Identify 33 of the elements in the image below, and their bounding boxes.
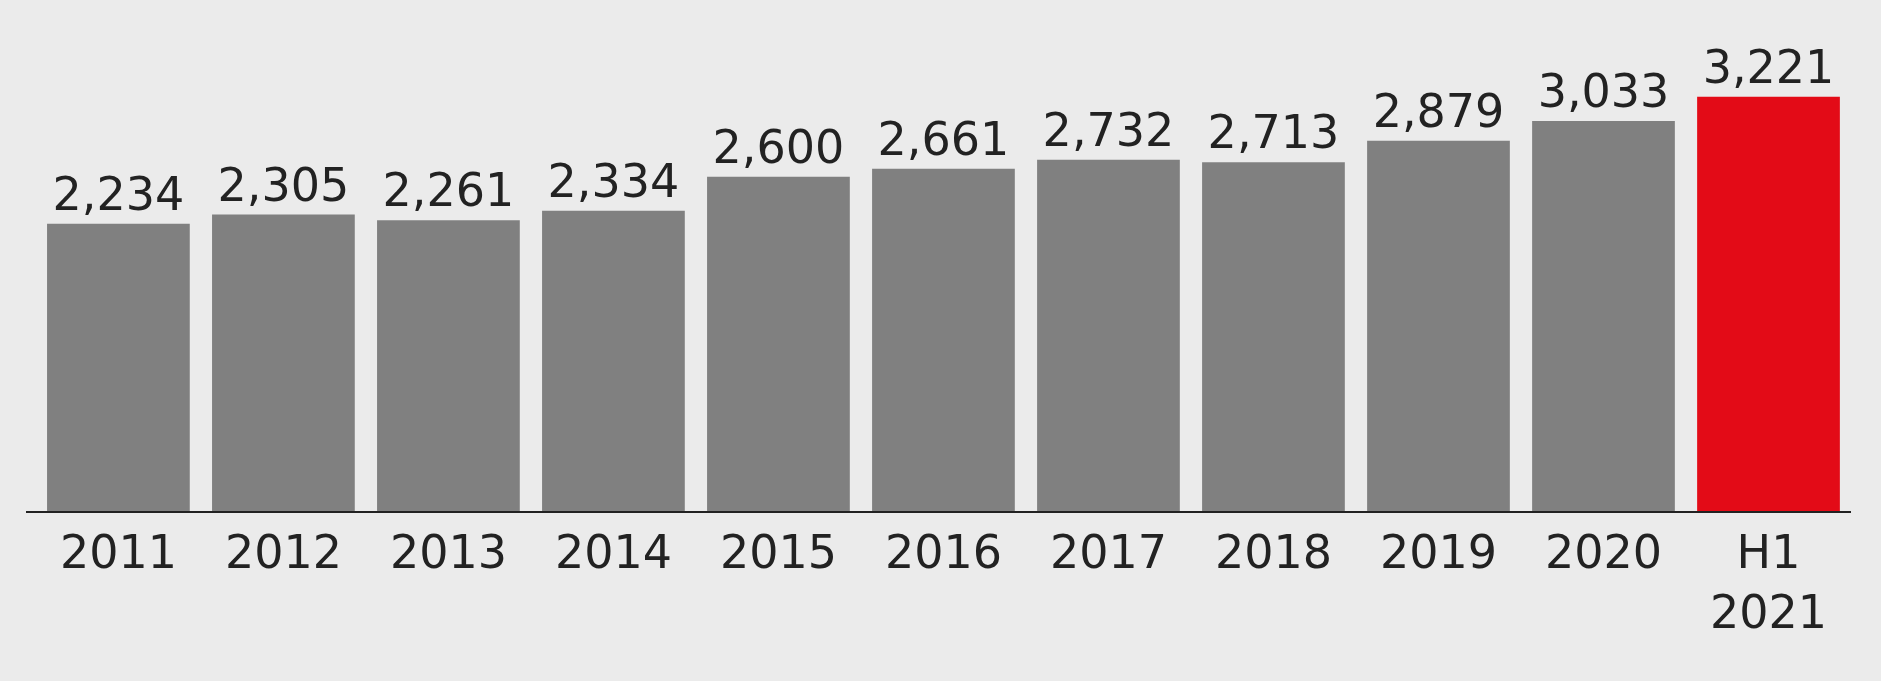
x-tick-label: 2016 — [884, 525, 1002, 580]
data-label: 2,879 — [1372, 83, 1505, 138]
x-tick-label: 2020 — [1544, 525, 1663, 580]
bar — [1202, 162, 1345, 511]
data-label: 2,334 — [547, 153, 680, 208]
bar — [707, 176, 850, 511]
bar — [212, 214, 355, 511]
data-label: 3,033 — [1537, 63, 1670, 118]
x-tick-label: 2014 — [554, 525, 672, 580]
data-label: 2,713 — [1207, 105, 1340, 160]
bar — [872, 168, 1015, 511]
x-tick-label: 2018 — [1214, 525, 1333, 580]
data-label: 2,305 — [217, 157, 350, 212]
bar — [1532, 120, 1675, 511]
bar — [377, 220, 520, 511]
bar — [47, 223, 190, 511]
data-label: 2,600 — [712, 119, 845, 174]
bar — [1697, 96, 1840, 511]
bar — [542, 210, 685, 511]
x-tick-label: 2017 — [1049, 525, 1167, 580]
bar — [1037, 159, 1180, 511]
data-label: 2,732 — [1042, 102, 1175, 157]
data-label: 2,661 — [877, 111, 1010, 166]
x-tick-label: 2019 — [1379, 525, 1498, 580]
x-tick-label: H1 2021 — [1709, 525, 1828, 639]
data-label: 3,221 — [1702, 39, 1835, 94]
x-tick-label: 2011 — [59, 525, 177, 580]
data-label: 2,234 — [52, 166, 185, 221]
x-tick-label: 2013 — [389, 525, 507, 580]
x-tick-label: 2012 — [224, 525, 342, 580]
x-tick-label: 2015 — [719, 525, 837, 580]
data-label: 2,261 — [382, 163, 515, 218]
bar — [1367, 140, 1510, 511]
